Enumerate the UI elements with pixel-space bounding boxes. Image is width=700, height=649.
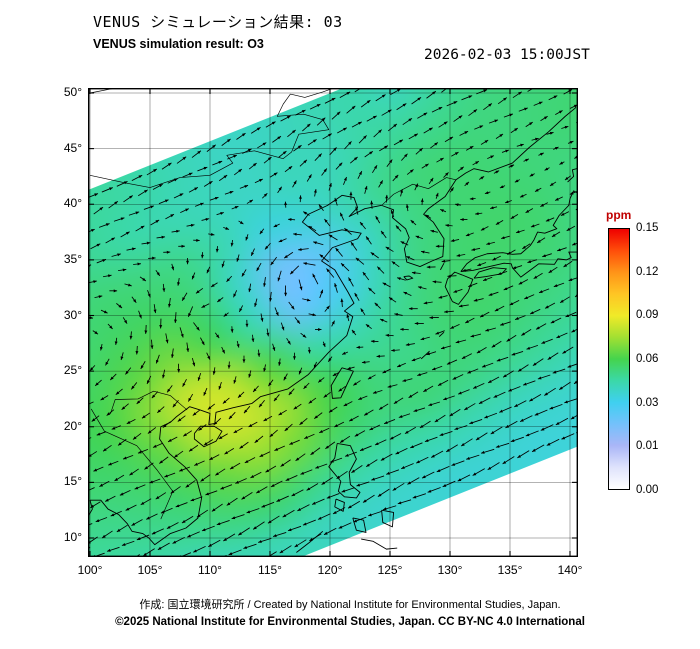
colorbar-tick-label: 0.06	[636, 353, 659, 365]
lat-tick-label: 30°	[63, 307, 82, 322]
lat-tick-label: 25°	[63, 363, 82, 378]
lon-tick-label: 135°	[497, 563, 523, 577]
colorbar-gradient	[608, 228, 630, 490]
lat-tick-label: 20°	[63, 418, 82, 433]
lon-tick-label: 130°	[437, 563, 463, 577]
colorbar-tick-label: 0.09	[636, 309, 659, 322]
lon-tick-label: 120°	[317, 563, 343, 577]
lon-tick-label: 115°	[258, 563, 282, 577]
lat-tick-label: 40°	[63, 196, 82, 211]
lon-tick-label: 110°	[198, 563, 222, 577]
credit-line: 作成: 国立環境研究所 / Created by National Instit…	[139, 599, 561, 611]
lat-tick-label: 35°	[63, 251, 82, 266]
colorbar-tick-label: 0.12	[636, 265, 659, 278]
copyright-line: ©2025 National Institute for Environment…	[115, 616, 585, 628]
lon-tick-label: 105°	[137, 563, 163, 577]
lon-tick-label: 100°	[77, 563, 103, 577]
lon-tick-label: 125°	[377, 563, 403, 577]
colorbar-tick-labels: 0.00 0.01 0.03 0.06 0.09 0.12 0.15	[636, 222, 680, 496]
colorbar-tick-label: 0.01	[636, 440, 659, 453]
lat-tick-label: 15°	[63, 474, 82, 489]
valid-time-label: 2026-02-03 15:00JST	[424, 47, 590, 63]
map-plot-area: 10° 15° 20° 25° 30° 35° 40° 45° 50° 100° 105° 110°…	[64, 85, 583, 577]
lat-tick-label: 50°	[63, 85, 82, 99]
colorbar-tick-label: 0.15	[636, 222, 659, 234]
simulation-map-canvas	[88, 88, 578, 557]
colorbar-tick-label: 0.00	[636, 484, 659, 496]
lat-tick-label: 45°	[63, 140, 82, 155]
page-title-japanese: VENUS シミュレーション結果: 03	[93, 13, 343, 31]
colorbar-tick-label: 0.03	[636, 396, 659, 409]
page-subtitle-english: VENUS simulation result: O3	[93, 37, 264, 51]
lat-tick-label: 10°	[63, 530, 82, 544]
colorbar-unit-label: ppm	[606, 208, 632, 222]
lon-tick-label: 140°	[557, 563, 583, 577]
